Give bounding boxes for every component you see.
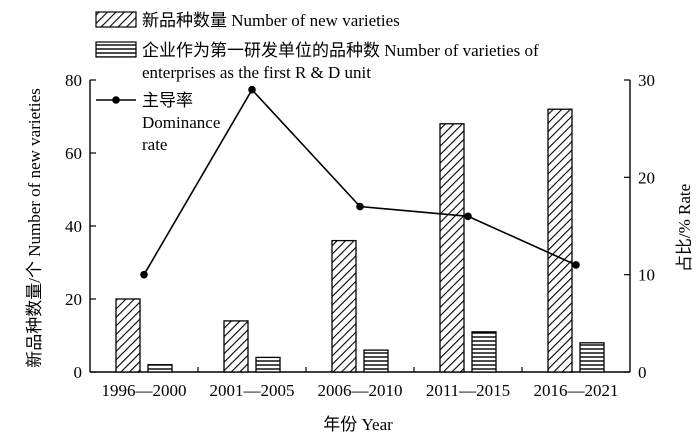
- x-tick-label: 1996—2000: [102, 381, 187, 400]
- legend-label: 企业作为第一研发单位的品种数 Number of varieties of: [142, 41, 539, 60]
- bar-enterprise-varieties: [363, 349, 389, 373]
- dominance-rate-point: [356, 202, 364, 211]
- y-left-tick-label: 20: [65, 290, 82, 309]
- bar-new-varieties: [331, 239, 357, 373]
- legend-label: Dominance: [142, 113, 220, 132]
- legend-swatch-new-varieties: [95, 11, 137, 28]
- bar-enterprise-varieties: [255, 356, 281, 373]
- bar-enterprise-varieties: [471, 331, 497, 373]
- x-tick-label: 2011—2015: [426, 381, 510, 400]
- y-axis-right-title: 占比/% Rate: [675, 184, 694, 272]
- bar-new-varieties: [547, 108, 573, 373]
- y-right-tick-label: 20: [638, 168, 655, 187]
- bar-new-varieties: [223, 320, 249, 373]
- y-axis-left-title: 新品种数量/个 Number of new varieties: [25, 88, 44, 368]
- dominance-rate-point: [140, 270, 148, 279]
- x-tick-label: 2001—2005: [210, 381, 295, 400]
- x-axis-title: 年份 Year: [323, 415, 393, 434]
- y-left-tick-label: 80: [65, 71, 82, 90]
- y-right-tick-label: 30: [638, 71, 655, 90]
- legend-swatch-enterprise-varieties: [95, 41, 137, 58]
- bars: [115, 108, 605, 373]
- legend-label: enterprises as the first R & D unit: [142, 63, 371, 82]
- legend-label: rate: [142, 135, 167, 154]
- legend-swatch-marker: [112, 96, 120, 104]
- bar-enterprise-varieties: [147, 364, 173, 373]
- dominance-rate-point: [572, 261, 580, 269]
- legend-label: 新品种数量 Number of new varieties: [142, 11, 400, 30]
- axes: 0 20 40 60 80 0 10 20 30 1996—2000 2001—2005 2006—2…: [65, 71, 655, 400]
- line-series: [140, 85, 580, 279]
- dominance-rate-point: [464, 212, 472, 221]
- legend-label: 主导率: [142, 91, 193, 110]
- y-left-tick-label: 0: [74, 363, 83, 382]
- x-tick-label: 2016—2021: [534, 381, 619, 400]
- y-right-tick-label: 10: [638, 266, 655, 285]
- dominance-rate-point: [248, 85, 256, 94]
- x-tick-label: 2006—2010: [318, 381, 403, 400]
- legend: 新品种数量 Number of new varieties 企业作为第一研发单位的…: [95, 11, 539, 154]
- y-left-tick-label: 60: [65, 144, 82, 163]
- bar-enterprise-varieties: [579, 342, 605, 373]
- y-left-tick-label: 40: [65, 217, 82, 236]
- y-right-tick-label: 0: [638, 363, 647, 382]
- bar-new-varieties: [439, 123, 465, 373]
- bar-new-varieties: [115, 298, 141, 373]
